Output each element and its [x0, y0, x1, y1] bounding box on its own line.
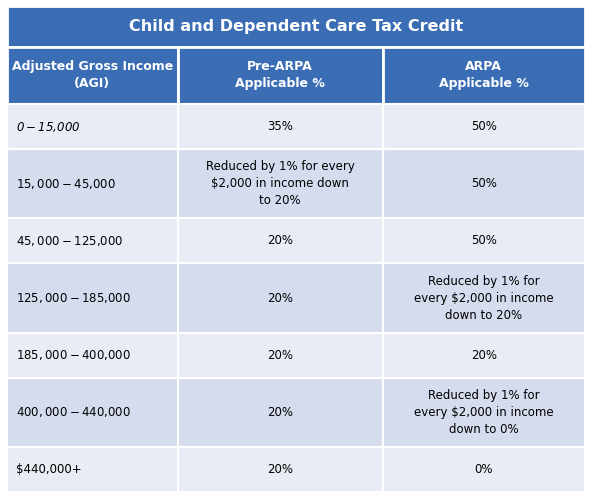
Text: Adjusted Gross Income
(AGI): Adjusted Gross Income (AGI)	[12, 60, 173, 91]
Text: $125,000-$185,000: $125,000-$185,000	[16, 291, 131, 305]
Text: $185,000-$400,000: $185,000-$400,000	[16, 348, 131, 362]
Text: ARPA
Applicable %: ARPA Applicable %	[439, 60, 529, 91]
Bar	[382, 377, 585, 447]
Bar	[382, 104, 585, 149]
Bar	[7, 447, 178, 492]
Bar	[7, 377, 178, 447]
Bar	[7, 263, 178, 333]
Bar	[382, 149, 585, 219]
Text: 50%: 50%	[471, 235, 497, 248]
Bar	[178, 104, 382, 149]
Text: 0%: 0%	[475, 463, 493, 476]
Text: $440,000+: $440,000+	[16, 463, 82, 476]
Bar	[382, 333, 585, 377]
Bar	[7, 6, 585, 47]
Bar	[382, 47, 585, 104]
Text: 20%: 20%	[267, 235, 293, 248]
Bar	[7, 47, 178, 104]
Text: 20%: 20%	[267, 291, 293, 305]
Text: $15,000-$45,000: $15,000-$45,000	[16, 177, 116, 191]
Bar	[178, 263, 382, 333]
Text: 50%: 50%	[471, 120, 497, 133]
Text: Reduced by 1% for every
$2,000 in income down
to 20%: Reduced by 1% for every $2,000 in income…	[205, 160, 355, 207]
Bar	[7, 149, 178, 219]
Bar	[382, 219, 585, 263]
Text: Pre-ARPA
Applicable %: Pre-ARPA Applicable %	[235, 60, 325, 91]
Bar	[7, 219, 178, 263]
Bar	[178, 333, 382, 377]
Bar	[178, 377, 382, 447]
Text: $400,000-$440,000: $400,000-$440,000	[16, 405, 131, 419]
Text: Child and Dependent Care Tax Credit: Child and Dependent Care Tax Credit	[129, 19, 463, 34]
Text: 50%: 50%	[471, 177, 497, 190]
Bar	[7, 333, 178, 377]
Bar	[178, 447, 382, 492]
Text: $45,000-$125,000: $45,000-$125,000	[16, 234, 124, 248]
Text: $0-$15,000: $0-$15,000	[16, 120, 81, 133]
Bar	[382, 447, 585, 492]
Bar	[178, 47, 382, 104]
Text: 20%: 20%	[471, 349, 497, 362]
Bar	[7, 104, 178, 149]
Text: Reduced by 1% for
every $2,000 in income
down to 0%: Reduced by 1% for every $2,000 in income…	[414, 389, 554, 436]
Bar	[178, 149, 382, 219]
Text: 20%: 20%	[267, 463, 293, 476]
Bar	[178, 219, 382, 263]
Bar	[382, 263, 585, 333]
Text: 20%: 20%	[267, 349, 293, 362]
Text: 35%: 35%	[267, 120, 293, 133]
Text: 20%: 20%	[267, 406, 293, 419]
Text: Reduced by 1% for
every $2,000 in income
down to 20%: Reduced by 1% for every $2,000 in income…	[414, 274, 554, 322]
